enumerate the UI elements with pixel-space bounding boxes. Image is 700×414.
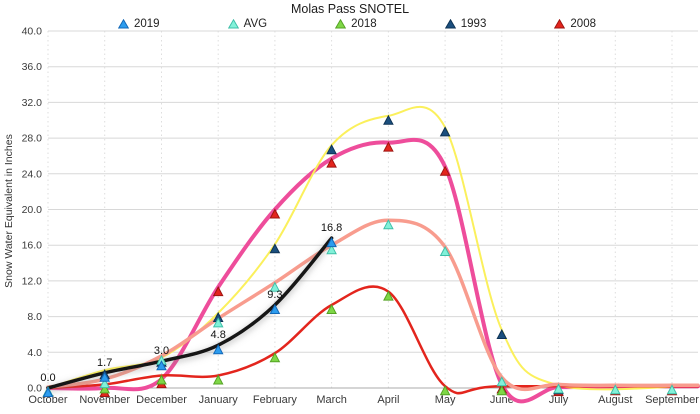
series-line-2019 xyxy=(46,236,334,390)
marker-2008 xyxy=(439,165,451,176)
marker-2018 xyxy=(383,290,394,301)
marker-2018 xyxy=(99,383,111,394)
x-tick-label: March xyxy=(316,394,347,406)
marker-AVG xyxy=(383,219,394,230)
legend-marker-icon xyxy=(554,19,566,29)
legend-label: 2018 xyxy=(351,18,377,30)
marker-2008 xyxy=(326,157,337,168)
marker-AVG xyxy=(553,383,564,394)
y-tick-label: 40.0 xyxy=(22,26,43,38)
series-line-AVG xyxy=(46,218,700,392)
y-tick-label: 12.0 xyxy=(22,275,43,287)
marker-1993 xyxy=(496,328,508,339)
marker-2019 xyxy=(326,237,337,248)
marker-AVG xyxy=(326,244,337,255)
series-line-2018 xyxy=(46,285,700,395)
legend-item-AVG[interactable]: AVG xyxy=(227,18,268,30)
legend-label: AVG xyxy=(243,18,268,30)
y-tick-label: 16.0 xyxy=(22,240,43,252)
marker-1993 xyxy=(269,243,281,254)
y-tick-label: 28.0 xyxy=(22,133,43,145)
x-tick-label: September xyxy=(645,394,699,406)
y-tick-label: 0.0 xyxy=(27,383,42,395)
marker-2019 xyxy=(156,360,167,371)
chart-legend: 2019 AVG 2018 1993 2008 xyxy=(118,18,596,30)
legend-item-1993[interactable]: 1993 xyxy=(444,18,487,30)
x-tick-label: July xyxy=(549,394,569,406)
x-tick-label: December xyxy=(136,394,187,406)
marker-2018 xyxy=(439,385,451,396)
chart-title: Molas Pass SNOTEL xyxy=(290,2,410,16)
marker-2019 xyxy=(42,386,54,397)
y-tick-label: 8.0 xyxy=(27,311,42,323)
marker-2018 xyxy=(212,374,224,385)
legend-marker-icon xyxy=(444,19,456,29)
marker-2008 xyxy=(383,141,394,152)
x-tick-label: May xyxy=(435,394,456,406)
marker-2008 xyxy=(269,208,281,219)
legend-marker-icon xyxy=(335,19,347,29)
marker-1993 xyxy=(326,144,337,155)
marker-AVG xyxy=(609,384,621,395)
y-axis-title: Snow Water Equivalent in Inches xyxy=(3,134,15,288)
marker-2018 xyxy=(496,385,508,396)
marker-2008 xyxy=(212,286,224,297)
legend-item-2018[interactable]: 2018 xyxy=(335,18,377,30)
marker-2019 xyxy=(269,303,281,314)
y-tick-label: 4.0 xyxy=(27,347,42,359)
marker-1993 xyxy=(439,126,451,137)
point-label: 16.8 xyxy=(321,222,342,234)
y-tick-label: 36.0 xyxy=(22,61,43,73)
marker-1993 xyxy=(383,114,394,125)
x-tick-label: January xyxy=(199,394,239,406)
legend-item-2008[interactable]: 2008 xyxy=(554,18,596,30)
point-label: 9.3 xyxy=(267,289,282,301)
series-line-1993 xyxy=(47,106,699,391)
x-tick-label: February xyxy=(253,394,298,406)
marker-2019 xyxy=(99,371,111,382)
point-label: 0.0 xyxy=(40,372,55,384)
y-tick-label: 24.0 xyxy=(22,168,43,180)
point-label: 3.0 xyxy=(154,345,169,357)
y-tick-label: 20.0 xyxy=(22,204,43,216)
y-tick-label: 32.0 xyxy=(22,97,43,109)
marker-2018 xyxy=(326,303,337,314)
marker-AVG xyxy=(666,384,678,395)
x-tick-label: August xyxy=(598,394,632,406)
x-tick-label: April xyxy=(377,394,399,406)
x-tick-label: June xyxy=(490,394,514,406)
x-tick-label: October xyxy=(28,394,67,406)
point-label: 4.8 xyxy=(211,329,226,341)
marker-AVG xyxy=(212,317,224,328)
marker-AVG xyxy=(269,281,281,292)
marker-AVG xyxy=(99,378,111,389)
point-label: 1.7 xyxy=(97,357,112,369)
legend-marker-icon xyxy=(118,19,129,29)
marker-2018 xyxy=(269,352,281,363)
legend-marker-icon xyxy=(227,19,239,29)
marker-2018 xyxy=(156,374,167,385)
legend-label: 1993 xyxy=(460,18,487,30)
x-tick-label: November xyxy=(79,394,130,406)
legend-label: 2019 xyxy=(134,18,160,30)
marker-AVG xyxy=(439,245,451,256)
marker-AVG xyxy=(496,376,508,387)
legend-item-2019[interactable]: 2019 xyxy=(118,18,160,30)
legend-label: 2008 xyxy=(570,18,596,30)
marker-2019 xyxy=(212,344,224,355)
